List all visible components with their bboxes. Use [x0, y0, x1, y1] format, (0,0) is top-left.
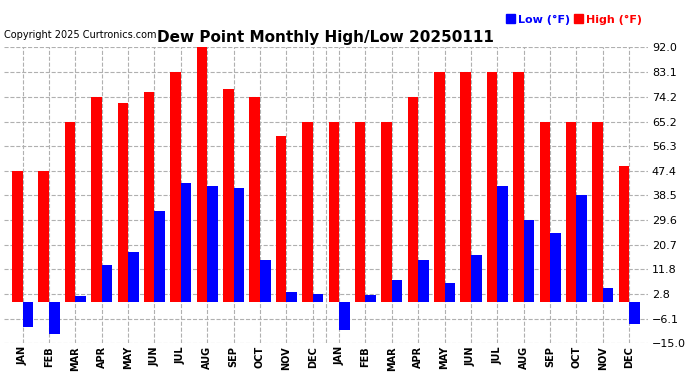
Bar [234, 189, 244, 302]
Bar [117, 103, 128, 302]
Bar [497, 186, 508, 302]
Bar [223, 89, 234, 302]
Bar [313, 294, 324, 302]
Bar [144, 92, 155, 302]
Bar [23, 302, 33, 327]
Bar [550, 233, 561, 302]
Bar [197, 47, 207, 302]
Bar [513, 72, 524, 302]
Bar [471, 255, 482, 302]
Bar [91, 97, 101, 302]
Bar [444, 283, 455, 302]
Bar [250, 97, 260, 302]
Bar [75, 296, 86, 302]
Bar [486, 72, 497, 302]
Bar [408, 97, 418, 302]
Bar [592, 122, 603, 302]
Bar [155, 211, 165, 302]
Bar [302, 122, 313, 302]
Legend: Low (°F), High (°F): Low (°F), High (°F) [506, 15, 642, 25]
Bar [524, 220, 534, 302]
Bar [207, 186, 218, 302]
Bar [418, 260, 428, 302]
Title: Dew Point Monthly High/Low 20250111: Dew Point Monthly High/Low 20250111 [157, 30, 494, 45]
Bar [576, 195, 587, 302]
Bar [540, 122, 550, 302]
Bar [366, 295, 376, 302]
Bar [276, 136, 286, 302]
Bar [328, 122, 339, 302]
Bar [101, 265, 112, 302]
Bar [12, 171, 23, 302]
Bar [603, 288, 613, 302]
Bar [181, 183, 191, 302]
Bar [39, 171, 49, 302]
Bar [355, 122, 366, 302]
Bar [260, 260, 270, 302]
Bar [170, 72, 181, 302]
Bar [619, 166, 629, 302]
Bar [566, 122, 576, 302]
Bar [392, 280, 402, 302]
Bar [49, 302, 59, 334]
Bar [286, 292, 297, 302]
Bar [460, 72, 471, 302]
Bar [339, 302, 350, 330]
Bar [128, 252, 139, 302]
Bar [382, 122, 392, 302]
Bar [65, 122, 75, 302]
Text: Copyright 2025 Curtronics.com: Copyright 2025 Curtronics.com [4, 30, 157, 40]
Bar [434, 72, 444, 302]
Bar [629, 302, 640, 324]
